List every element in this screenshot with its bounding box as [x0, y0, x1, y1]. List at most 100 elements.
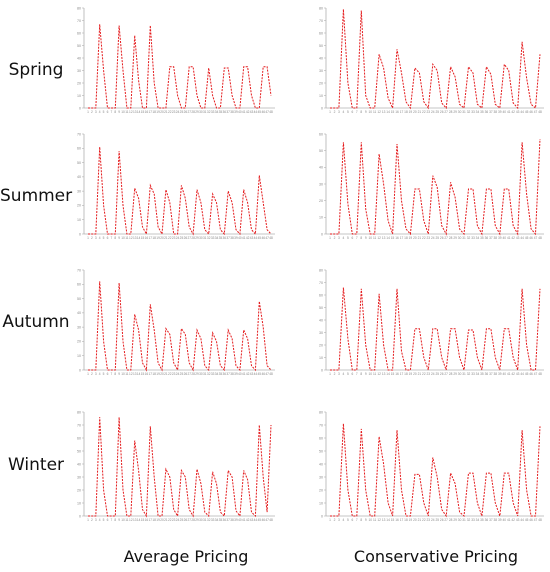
x-tick-label: 42: [511, 518, 515, 522]
y-tick-label: 30: [77, 69, 81, 73]
x-tick-label: 19: [409, 110, 413, 114]
y-tick-label: 10: [77, 354, 81, 358]
x-tick-label: 5: [103, 110, 105, 114]
x-tick-label: 18: [152, 236, 156, 240]
x-tick-label: 11: [125, 372, 129, 376]
x-tick-label: 45: [525, 236, 529, 240]
y-tick-label: 40: [77, 462, 81, 466]
x-tick-label: 46: [261, 236, 265, 240]
chart-autumn-average: 0 10 20 30 40 50 60 70 1 2 3 4 5 6 7 8 9 10 11 12 13 14 15 16 17…: [76, 266, 281, 378]
y-tick-label: 10: [77, 501, 81, 505]
x-tick-label: 39: [498, 110, 502, 114]
x-tick-label: 38: [230, 236, 234, 240]
x-tick-label: 8: [360, 236, 362, 240]
x-tick-label: 43: [516, 110, 520, 114]
x-tick-label: 45: [258, 236, 262, 240]
x-tick-label: 23: [172, 372, 176, 376]
chart-autumn-conservative: 0 10 20 30 40 50 60 70 80 1 2 3 4 5 6 7 8 9 10 11 12 13 14 15 16…: [318, 266, 550, 378]
x-tick-label: 29: [453, 236, 457, 240]
y-tick-label: 40: [319, 318, 323, 322]
x-tick-label: 34: [215, 110, 219, 114]
x-tick-label: 27: [187, 518, 191, 522]
column-label-conservative-pricing: Conservative Pricing: [353, 547, 519, 566]
series-line: [88, 281, 272, 372]
x-tick-label: 16: [145, 110, 149, 114]
y-tick-label: 10: [77, 218, 81, 222]
x-tick-label: 31: [203, 110, 207, 114]
x-tick-label: 25: [180, 518, 184, 522]
x-tick-label: 43: [516, 518, 520, 522]
y-tick-label: 30: [319, 475, 323, 479]
x-tick-label: 33: [471, 236, 475, 240]
x-tick-label: 40: [502, 110, 506, 114]
x-tick-label: 3: [338, 372, 340, 376]
x-tick-label: 10: [368, 372, 372, 376]
x-tick-label: 33: [471, 518, 475, 522]
x-tick-label: 26: [440, 236, 444, 240]
x-tick-label: 41: [507, 110, 511, 114]
x-tick-label: 20: [160, 518, 164, 522]
x-tick-label: 21: [164, 110, 168, 114]
y-tick-label: 70: [319, 423, 323, 427]
x-tick-label: 22: [422, 236, 426, 240]
x-tick-label: 20: [413, 110, 417, 114]
x-tick-label: 5: [347, 372, 349, 376]
y-tick-label: 40: [77, 175, 81, 179]
y-tick-label: 70: [319, 19, 323, 23]
x-tick-label: 20: [160, 372, 164, 376]
x-tick-label: 10: [368, 518, 372, 522]
y-tick-label: 30: [77, 325, 81, 329]
x-tick-label: 21: [418, 518, 422, 522]
x-tick-label: 38: [230, 110, 234, 114]
x-tick-label: 30: [199, 518, 203, 522]
x-tick-label: 30: [199, 236, 203, 240]
x-tick-label: 3: [95, 518, 97, 522]
row-label-spring: Spring: [8, 60, 64, 80]
x-tick-label: 44: [254, 236, 258, 240]
x-tick-label: 22: [168, 110, 172, 114]
x-tick-label: 23: [427, 372, 431, 376]
x-tick-label: 3: [338, 518, 340, 522]
x-tick-label: 46: [261, 110, 265, 114]
x-tick-label: 22: [422, 372, 426, 376]
x-tick-label: 30: [458, 372, 462, 376]
x-tick-label: 6: [351, 518, 353, 522]
x-tick-label: 30: [458, 110, 462, 114]
y-tick-label: 50: [319, 149, 323, 153]
x-tick-label: 9: [365, 518, 367, 522]
x-tick-label: 46: [261, 372, 265, 376]
x-tick-label: 46: [261, 518, 265, 522]
x-tick-label: 6: [351, 110, 353, 114]
x-tick-label: 24: [431, 110, 435, 114]
x-tick-label: 2: [334, 518, 336, 522]
x-tick-label: 48: [538, 518, 542, 522]
x-tick-label: 32: [467, 110, 471, 114]
x-tick-label: 14: [386, 236, 390, 240]
x-tick-label: 42: [511, 372, 515, 376]
x-tick-label: 45: [258, 372, 262, 376]
y-tick-label: 10: [319, 356, 323, 360]
x-tick-label: 11: [125, 110, 129, 114]
x-tick-label: 12: [129, 236, 133, 240]
x-tick-label: 7: [356, 518, 358, 522]
x-tick-label: 9: [365, 110, 367, 114]
x-tick-label: 26: [184, 236, 188, 240]
x-tick-label: 24: [431, 372, 435, 376]
x-tick-label: 1: [87, 236, 89, 240]
x-tick-label: 14: [386, 372, 390, 376]
x-tick-label: 17: [400, 236, 404, 240]
x-tick-label: 12: [129, 372, 133, 376]
x-tick-label: 2: [91, 372, 93, 376]
x-tick-label: 27: [187, 236, 191, 240]
x-tick-label: 30: [458, 236, 462, 240]
x-tick-label: 26: [184, 518, 188, 522]
x-tick-label: 7: [110, 110, 112, 114]
y-tick-label: 70: [77, 132, 81, 136]
x-tick-label: 37: [226, 518, 230, 522]
x-tick-label: 34: [215, 518, 219, 522]
x-tick-label: 37: [489, 518, 493, 522]
x-tick-label: 12: [377, 110, 381, 114]
x-tick-label: 19: [156, 518, 160, 522]
y-tick-label: 60: [77, 283, 81, 287]
